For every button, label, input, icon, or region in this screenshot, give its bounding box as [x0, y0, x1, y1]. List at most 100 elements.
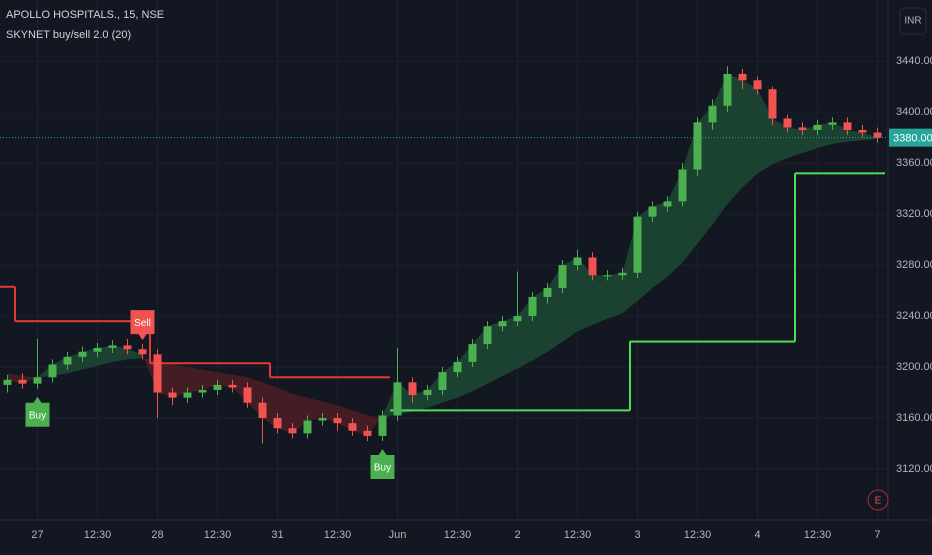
candle-body [588, 257, 597, 276]
x-tick-label: Jun [389, 529, 407, 541]
x-tick-label: 12:30 [204, 529, 232, 541]
trend-fill [502, 316, 518, 376]
candle-body [648, 206, 657, 217]
candle-body [243, 387, 252, 403]
candle-body [138, 349, 147, 355]
candle-body [108, 345, 117, 348]
trend-fill [112, 345, 128, 362]
x-tick-label: 12:30 [324, 529, 352, 541]
candle-body [303, 420, 312, 434]
candle-body [543, 288, 552, 297]
x-tick-label: 31 [271, 529, 283, 541]
signal-label: Buy [29, 410, 46, 421]
candle-body [708, 105, 717, 123]
trend-fill [757, 89, 773, 174]
trend-fill [127, 349, 143, 360]
candle-body [333, 418, 342, 424]
candle-body [813, 124, 822, 130]
candle-body [693, 122, 702, 170]
signal-label: Buy [374, 463, 391, 474]
currency-text: INR [904, 16, 921, 27]
events-badge[interactable] [867, 489, 889, 511]
candle-body [558, 265, 567, 289]
trend-fill [727, 73, 743, 204]
candle-body [798, 127, 807, 130]
candle-body [573, 257, 582, 266]
x-tick-label: 12:30 [564, 529, 592, 541]
candle-body [93, 347, 102, 352]
x-tick-label: 4 [754, 529, 760, 541]
trend-fill [862, 132, 878, 141]
currency-badge[interactable] [899, 7, 927, 35]
trend-fill [592, 275, 608, 325]
y-tick-label: 3160.00 [896, 412, 932, 424]
candle-body [258, 402, 267, 419]
candle-body [168, 392, 177, 398]
x-tick-label: 12:30 [684, 529, 712, 541]
trend-fill [607, 272, 623, 319]
candle-body [858, 130, 867, 133]
trend-fill [802, 124, 818, 153]
trend-fill [217, 372, 233, 388]
candle-body [198, 390, 207, 393]
candle-body [843, 122, 852, 130]
candle-body [63, 356, 72, 365]
candle-body [273, 418, 282, 429]
candle-body [18, 379, 27, 384]
trend-fill [742, 80, 758, 188]
candle-body [678, 169, 687, 202]
x-tick-label: 2 [514, 529, 520, 541]
candle-body [318, 418, 327, 421]
candle-body [603, 275, 612, 277]
x-tick-label: 12:30 [84, 529, 112, 541]
trend-fill [832, 122, 848, 145]
candle-body [393, 382, 402, 416]
candle-body [3, 379, 12, 385]
last-price-box [889, 128, 932, 147]
candle-body [618, 272, 627, 276]
signal-box [25, 396, 50, 427]
y-tick-label: 3120.00 [896, 463, 932, 475]
candle-body [768, 89, 777, 119]
candle-body [183, 392, 192, 398]
y-tick-label: 3440.00 [896, 55, 932, 67]
y-tick-label: 3400.00 [896, 106, 932, 118]
candle-body [363, 430, 372, 436]
candle-body [123, 345, 132, 350]
candle-body [438, 372, 447, 390]
candle-body [213, 384, 222, 390]
x-tick-label: 12:30 [804, 529, 832, 541]
candle-body [78, 351, 87, 357]
candle-body [528, 296, 537, 317]
candle-body [783, 118, 792, 128]
candle-body [423, 390, 432, 396]
candle-body [723, 73, 732, 106]
x-tick-label: 3 [634, 529, 640, 541]
candle-body [33, 377, 42, 384]
candle-body [228, 384, 237, 388]
trend-fill [772, 118, 788, 165]
candle-body [483, 326, 492, 345]
events-text: E [875, 496, 882, 507]
candle-body [153, 354, 162, 393]
trend-fill [172, 364, 188, 398]
trend-fill [322, 401, 338, 424]
candle-body [408, 382, 417, 396]
trend-fill [577, 257, 593, 332]
candle-body [48, 364, 57, 378]
candle-body [288, 428, 297, 434]
x-tick-label: 27 [31, 529, 43, 541]
candle-body [633, 216, 642, 273]
indicator-label: SKYNET buy/sell 2.0 (20) [6, 29, 131, 41]
x-tick-label: 28 [151, 529, 163, 541]
candle-body [738, 73, 747, 81]
trend-fill [307, 397, 323, 421]
last-price-label: 3380.00 [893, 133, 932, 145]
x-tick-label: 12:30 [444, 529, 472, 541]
plot: Buy Sell Buy [0, 0, 888, 520]
trend-fill [412, 390, 428, 412]
candle-body [453, 361, 462, 373]
